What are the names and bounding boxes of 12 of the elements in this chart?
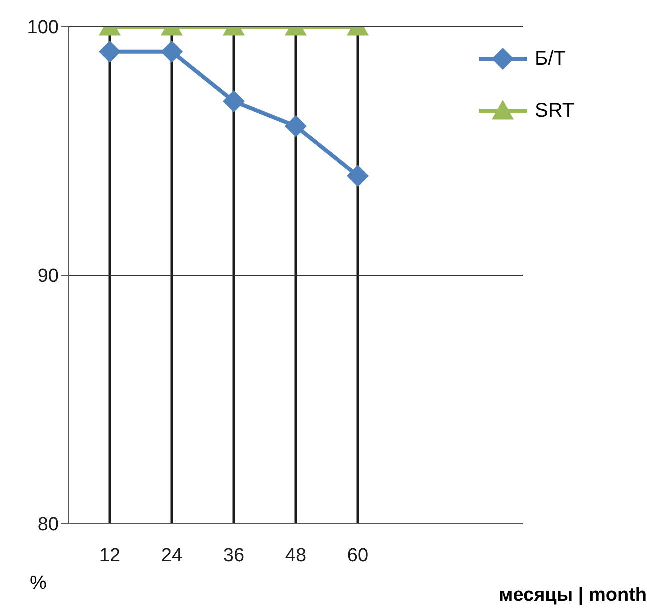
y-axis-title: % — [30, 573, 47, 595]
y-tick-label: 80 — [38, 514, 59, 536]
y-tick-label: 90 — [38, 266, 59, 288]
legend-label: SRT — [535, 100, 575, 122]
x-tick-label: 36 — [223, 545, 245, 566]
y-tick-label: 100 — [27, 18, 59, 39]
x-tick-label: 12 — [99, 545, 121, 566]
legend-label: Б/Т — [535, 48, 566, 70]
x-axis-title: месяцы | month — [499, 585, 647, 607]
x-tick-label: 60 — [347, 545, 369, 566]
x-tick-label: 48 — [285, 545, 307, 566]
x-tick-label: 24 — [161, 545, 183, 566]
